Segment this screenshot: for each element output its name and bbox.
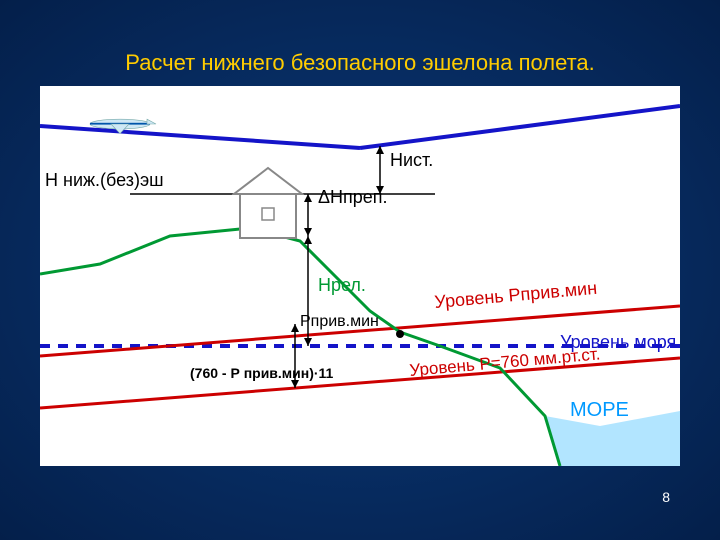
svg-text:Рприв.мин: Рприв.мин (300, 313, 379, 330)
diagram: Н ниж.(без)эш Нист.ΔНпреп. Нрел. Рприв.мин У… (40, 86, 680, 466)
svg-text:МОРЕ: МОРЕ (570, 399, 629, 421)
svg-text:Уровень Рприв.мин: Уровень Рприв.мин (434, 278, 598, 312)
svg-text:Нрел.: Нрел. (318, 275, 366, 295)
page-number: 8 (662, 489, 670, 505)
svg-text:Нист.: Нист. (390, 150, 433, 170)
title-text: Расчет нижнего безопасного эшелона полет… (125, 50, 595, 75)
svg-text:Н ниж.(без)эш: Н ниж.(без)эш (45, 170, 164, 190)
svg-text:(760 - Р прив.мин)·11: (760 - Р прив.мин)·11 (190, 365, 334, 381)
slide-title: Расчет нижнего безопасного эшелона полет… (0, 0, 720, 86)
diagram-svg: Н ниж.(без)эш Нист.ΔНпреп. Нрел. Рприв.мин У… (40, 86, 680, 466)
svg-text:ΔНпреп.: ΔНпреп. (318, 187, 388, 207)
